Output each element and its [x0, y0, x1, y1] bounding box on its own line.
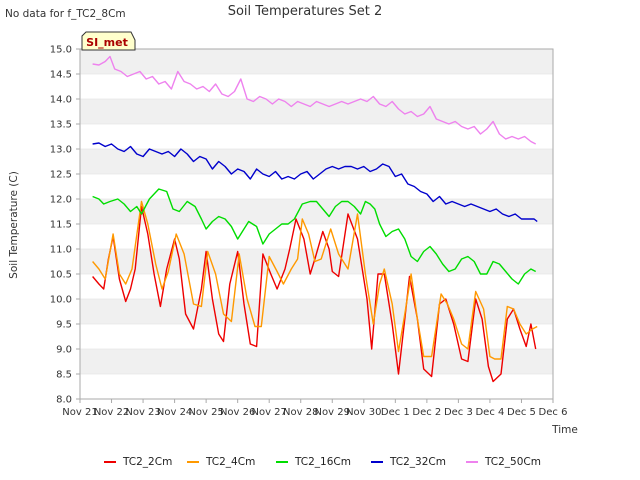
legend-label: TC2_16Cm	[294, 456, 351, 468]
y-axis-label: Soil Temperature (C)	[8, 171, 20, 279]
x-tick-label: Dec 3	[444, 407, 473, 418]
grid-band	[80, 99, 553, 124]
series-line-tc2-2cm	[92, 205, 537, 383]
y-tick-label: 10.5	[50, 270, 72, 281]
legend: TC2_2Cm TC2_4Cm TC2_16Cm TC2_32Cm TC2_50Cm	[104, 456, 541, 468]
legend-label: TC2_2Cm	[122, 456, 172, 468]
x-tick-label: Dec 4	[475, 407, 504, 418]
x-tick-label: Nov 29	[315, 407, 350, 418]
series-line-tc2-32cm	[92, 142, 538, 223]
x-tick-label: Nov 28	[283, 407, 318, 418]
legend-label: TC2_50Cm	[484, 456, 541, 468]
legend-item: TC2_2Cm	[104, 456, 172, 468]
legend-item: TC2_16Cm	[276, 456, 351, 468]
grid-band	[80, 199, 553, 224]
y-tick-label: 13.0	[50, 145, 72, 156]
series-line-tc2-50cm	[92, 55, 537, 145]
y-tick-label: 8.0	[56, 395, 72, 406]
series-line-tc2-4cm	[92, 200, 538, 360]
y-tick-label: 14.5	[50, 70, 72, 81]
x-tick-label: Dec 6	[539, 407, 568, 418]
x-axis-label: Time	[551, 424, 578, 436]
x-tick-label: Nov 27	[251, 407, 286, 418]
legend-item: TC2_32Cm	[371, 456, 446, 468]
grid-band	[80, 49, 553, 74]
x-tick-label: Nov 25	[188, 407, 223, 418]
grid-band	[80, 149, 553, 174]
series-line-tc2-16cm	[92, 188, 537, 285]
badge-shape	[81, 31, 136, 51]
x-tick-label: Nov 22	[94, 407, 129, 418]
x-tick-label: Dec 2	[412, 407, 441, 418]
x-tick-label: Nov 21	[62, 407, 97, 418]
y-tick-label: 14.0	[50, 95, 72, 106]
legend-item: TC2_4Cm	[187, 456, 255, 468]
legend-label: TC2_4Cm	[205, 456, 255, 468]
y-tick-label: 9.5	[56, 320, 72, 331]
x-tick-label: Dec 1	[381, 407, 410, 418]
y-tick-label: 8.5	[56, 370, 72, 381]
chart-title: Soil Temperatures Set 2	[228, 4, 383, 19]
y-tick-label: 11.5	[50, 220, 72, 231]
y-tick-label: 10.0	[50, 295, 72, 306]
y-tick-label: 12.5	[50, 170, 72, 181]
legend-label: TC2_32Cm	[389, 456, 446, 468]
badge-label: SI_met	[86, 36, 128, 49]
x-tick-label: Nov 24	[157, 407, 192, 418]
legend-item: TC2_50Cm	[466, 456, 541, 468]
y-axis: 8.0 8.5 9.0 9.5 10.0 10.5 11.0 11.5 12.0 12.5 13.0…	[50, 45, 80, 406]
grid-band	[80, 349, 553, 374]
x-tick-label: Nov 23	[125, 407, 160, 418]
x-tick-label: Nov 26	[220, 407, 255, 418]
x-tick-label: Nov 30	[346, 407, 381, 418]
y-tick-label: 15.0	[50, 45, 72, 56]
y-tick-label: 11.0	[50, 245, 72, 256]
y-tick-label: 13.5	[50, 120, 72, 131]
series-layer	[92, 55, 538, 383]
y-tick-label: 12.0	[50, 195, 72, 206]
x-tick-label: Dec 5	[507, 407, 536, 418]
si-met-badge[interactable]: SI_met	[81, 31, 136, 51]
y-tick-label: 9.0	[56, 345, 72, 356]
no-data-note: No data for f_TC2_8Cm	[5, 8, 126, 20]
